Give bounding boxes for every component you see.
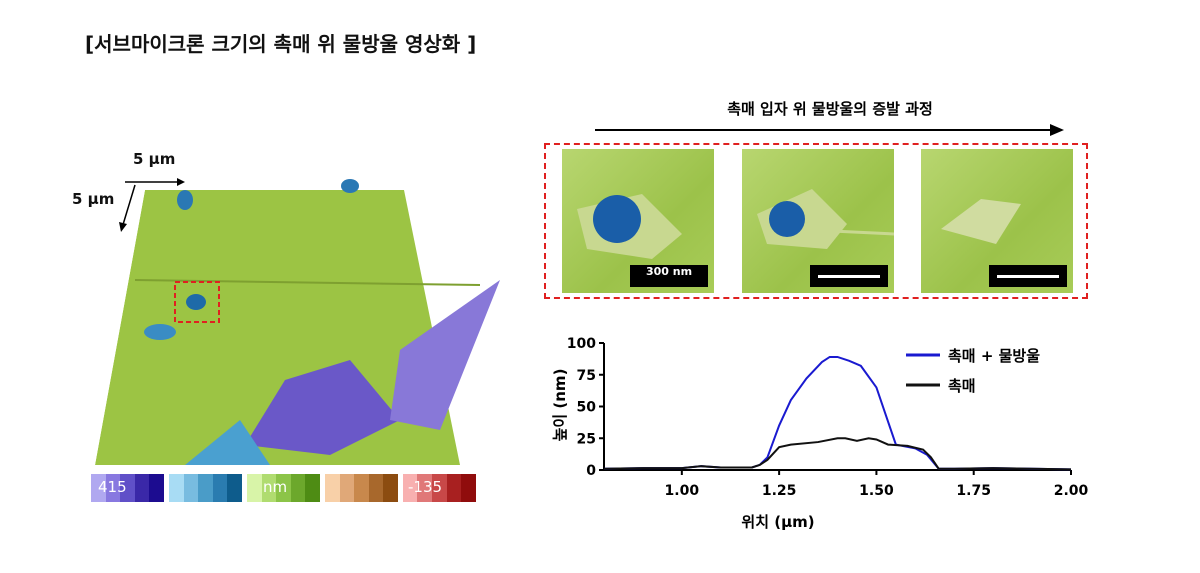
y-tick-label: 0 <box>586 463 596 479</box>
colorbar-swatch <box>168 474 184 502</box>
scale-bar <box>810 265 888 287</box>
x-tick-label: 1.00 <box>665 483 700 499</box>
colorbar-swatch <box>446 474 462 502</box>
y-tick-label: 25 <box>577 431 596 447</box>
colorbar-swatch <box>339 474 355 502</box>
scale-bar: 300 nm <box>630 265 708 287</box>
colorbar-swatch <box>246 474 262 502</box>
colorbar-swatch <box>290 474 306 502</box>
colorbar-swatch <box>105 474 121 502</box>
evaporation-panel <box>544 143 1088 299</box>
y-axis-label: 높이 (nm) <box>551 369 569 442</box>
height-profile-chart: 0 25 50 75 100 1.00 1.25 1.50 1.75 2.00 위치 (µm) 높… <box>551 336 1089 531</box>
legend-label: 촉매 + 물방울 <box>948 347 1040 365</box>
afm-frame-2 <box>742 149 894 293</box>
colorbar-swatch <box>276 474 291 502</box>
colorbar-swatch <box>198 474 213 502</box>
x-tick-label: 1.75 <box>956 483 991 499</box>
x-axis-label: 위치 (µm) <box>741 513 814 531</box>
colorbar-swatch <box>383 474 398 502</box>
scale-x-label: 5 µm <box>133 150 176 168</box>
colorbar-swatch <box>432 474 447 502</box>
colorbar-min-label: -135 <box>408 478 443 496</box>
colorbar-swatch <box>368 474 384 502</box>
height-colorbar <box>91 474 476 502</box>
colorbar-swatch <box>91 474 106 502</box>
colorbar-unit-label: nm <box>263 478 288 496</box>
colorbar-swatch <box>461 474 476 502</box>
process-arrow <box>595 124 1064 136</box>
process-label: 촉매 입자 위 물방울의 증발 과정 <box>727 100 933 118</box>
colorbar-swatch <box>227 474 242 502</box>
afm-frame-3 <box>921 149 1073 293</box>
colorbar-swatch <box>120 474 135 502</box>
colorbar-swatch <box>402 474 418 502</box>
x-tick-label: 2.00 <box>1054 483 1089 499</box>
series-line <box>603 355 1072 471</box>
colorbar-swatch <box>261 474 277 502</box>
scale-y-label: 5 µm <box>72 190 115 208</box>
x-tick-label: 1.25 <box>762 483 797 499</box>
y-tick-label: 75 <box>577 368 596 384</box>
legend-label: 촉매 <box>948 377 976 395</box>
afm-3d-image <box>60 178 500 465</box>
selected-region-box <box>174 281 220 323</box>
colorbar-swatch <box>354 474 369 502</box>
colorbar-swatch <box>324 474 340 502</box>
colorbar-swatch <box>305 474 320 502</box>
colorbar-swatch <box>417 474 433 502</box>
series-line <box>603 437 1072 471</box>
y-tick-label: 100 <box>567 336 596 352</box>
figure-title: [서브마이크론 크기의 촉매 위 물방울 영상화 ] <box>85 32 477 56</box>
x-tick-label: 1.50 <box>859 483 894 499</box>
scale-bar <box>989 265 1067 287</box>
colorbar-swatch <box>134 474 150 502</box>
colorbar-swatch <box>183 474 199 502</box>
afm-frame-1: 300 nm <box>562 149 714 293</box>
y-tick-label: 50 <box>577 400 597 416</box>
colorbar-max-label: 415 <box>98 478 127 496</box>
colorbar-swatch <box>149 474 164 502</box>
colorbar-swatch <box>212 474 228 502</box>
